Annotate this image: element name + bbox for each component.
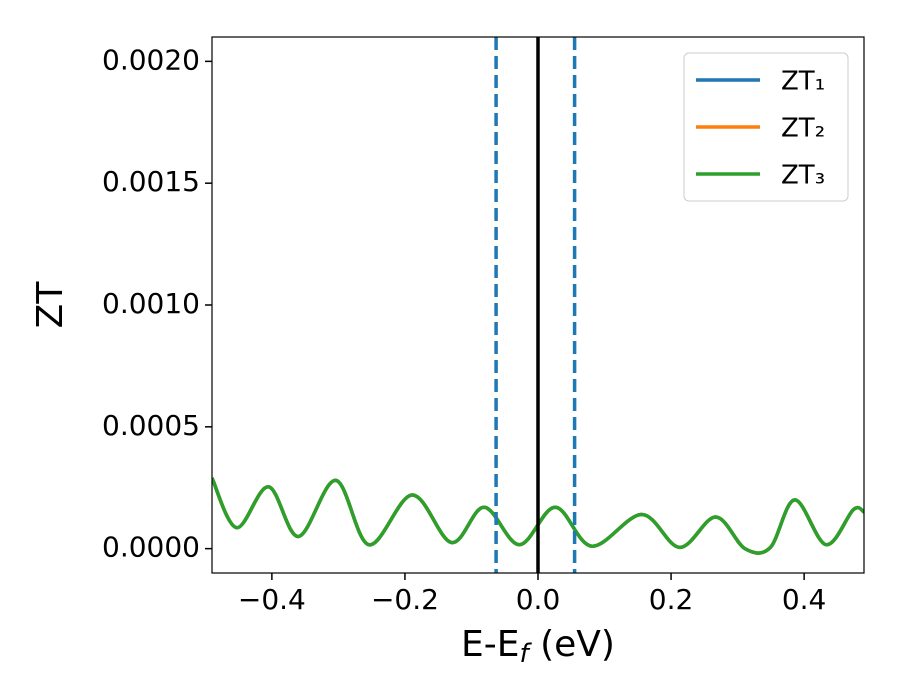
y-tick-label: 0.0010 <box>102 287 200 320</box>
legend-box <box>683 52 849 202</box>
x-axis-label: E-Ef (eV) <box>461 624 615 669</box>
x-tick-label: 0.2 <box>649 583 694 616</box>
x-label-part: E-E <box>461 624 519 665</box>
y-tick-label: 0.0015 <box>102 165 200 198</box>
x-label-part: (eV) <box>529 624 615 665</box>
x-tick-label: −0.4 <box>238 583 306 616</box>
legend-label: ZT₂ <box>781 114 825 144</box>
y-axis-label: ZT <box>30 281 71 329</box>
x-tick-label: −0.2 <box>371 583 439 616</box>
y-tick-label: 0.0000 <box>102 531 200 564</box>
plot-frame <box>211 36 865 574</box>
legend-label: ZT₁ <box>781 67 825 97</box>
x-tick-label: 0.0 <box>516 583 561 616</box>
x-tick-label: 0.4 <box>782 583 827 616</box>
y-tick-label: 0.0005 <box>102 409 200 442</box>
series-line <box>212 477 864 555</box>
legend-label: ZT₃ <box>781 161 825 191</box>
y-tick-label: 0.0020 <box>102 43 200 76</box>
